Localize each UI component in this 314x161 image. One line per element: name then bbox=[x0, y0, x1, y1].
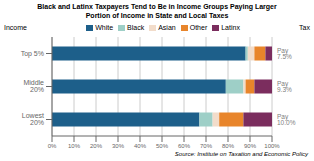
svg-text:80%: 80% bbox=[222, 143, 235, 149]
svg-text:Pay10.0%: Pay10.0% bbox=[277, 113, 296, 127]
svg-text:Pay9.3%: Pay9.3% bbox=[277, 80, 292, 94]
html-text:Black: Black bbox=[127, 24, 145, 31]
svg-text:60%: 60% bbox=[178, 143, 191, 149]
html-text:Income: Income bbox=[4, 24, 27, 31]
svg-text:100%: 100% bbox=[264, 143, 280, 149]
svg-text:Pay7.5%: Pay7.5% bbox=[277, 47, 292, 60]
svg-text:30%: 30% bbox=[112, 143, 125, 149]
html-text:Other: Other bbox=[189, 24, 208, 31]
html-text:Tax: Tax bbox=[299, 24, 310, 31]
html-text:Portion of Income in State and: Portion of Income in State and Local Tax… bbox=[85, 12, 229, 19]
svg-text:90%: 90% bbox=[244, 143, 257, 149]
svg-text:Middle20%: Middle20% bbox=[23, 79, 44, 93]
svg-text:Lowest20%: Lowest20% bbox=[22, 112, 44, 126]
svg-text:50%: 50% bbox=[156, 143, 169, 149]
html-text:Latinx: Latinx bbox=[221, 24, 240, 31]
svg-text:10%: 10% bbox=[68, 143, 81, 149]
html-text:White: White bbox=[95, 24, 114, 31]
html-text:Source: Institute on Taxation: Source: Institute on Taxation and Econom… bbox=[174, 151, 308, 157]
svg-text:Top 5%: Top 5% bbox=[21, 50, 44, 58]
svg-text:20%: 20% bbox=[90, 143, 103, 149]
svg-text:70%: 70% bbox=[200, 143, 213, 149]
svg-text:40%: 40% bbox=[134, 143, 147, 149]
html-text:Black and Latinx Taxpayers Ten: Black and Latinx Taxpayers Tend to Be in… bbox=[37, 3, 277, 10]
svg-text:0%: 0% bbox=[48, 143, 57, 149]
html-text:Asian: Asian bbox=[158, 24, 176, 31]
